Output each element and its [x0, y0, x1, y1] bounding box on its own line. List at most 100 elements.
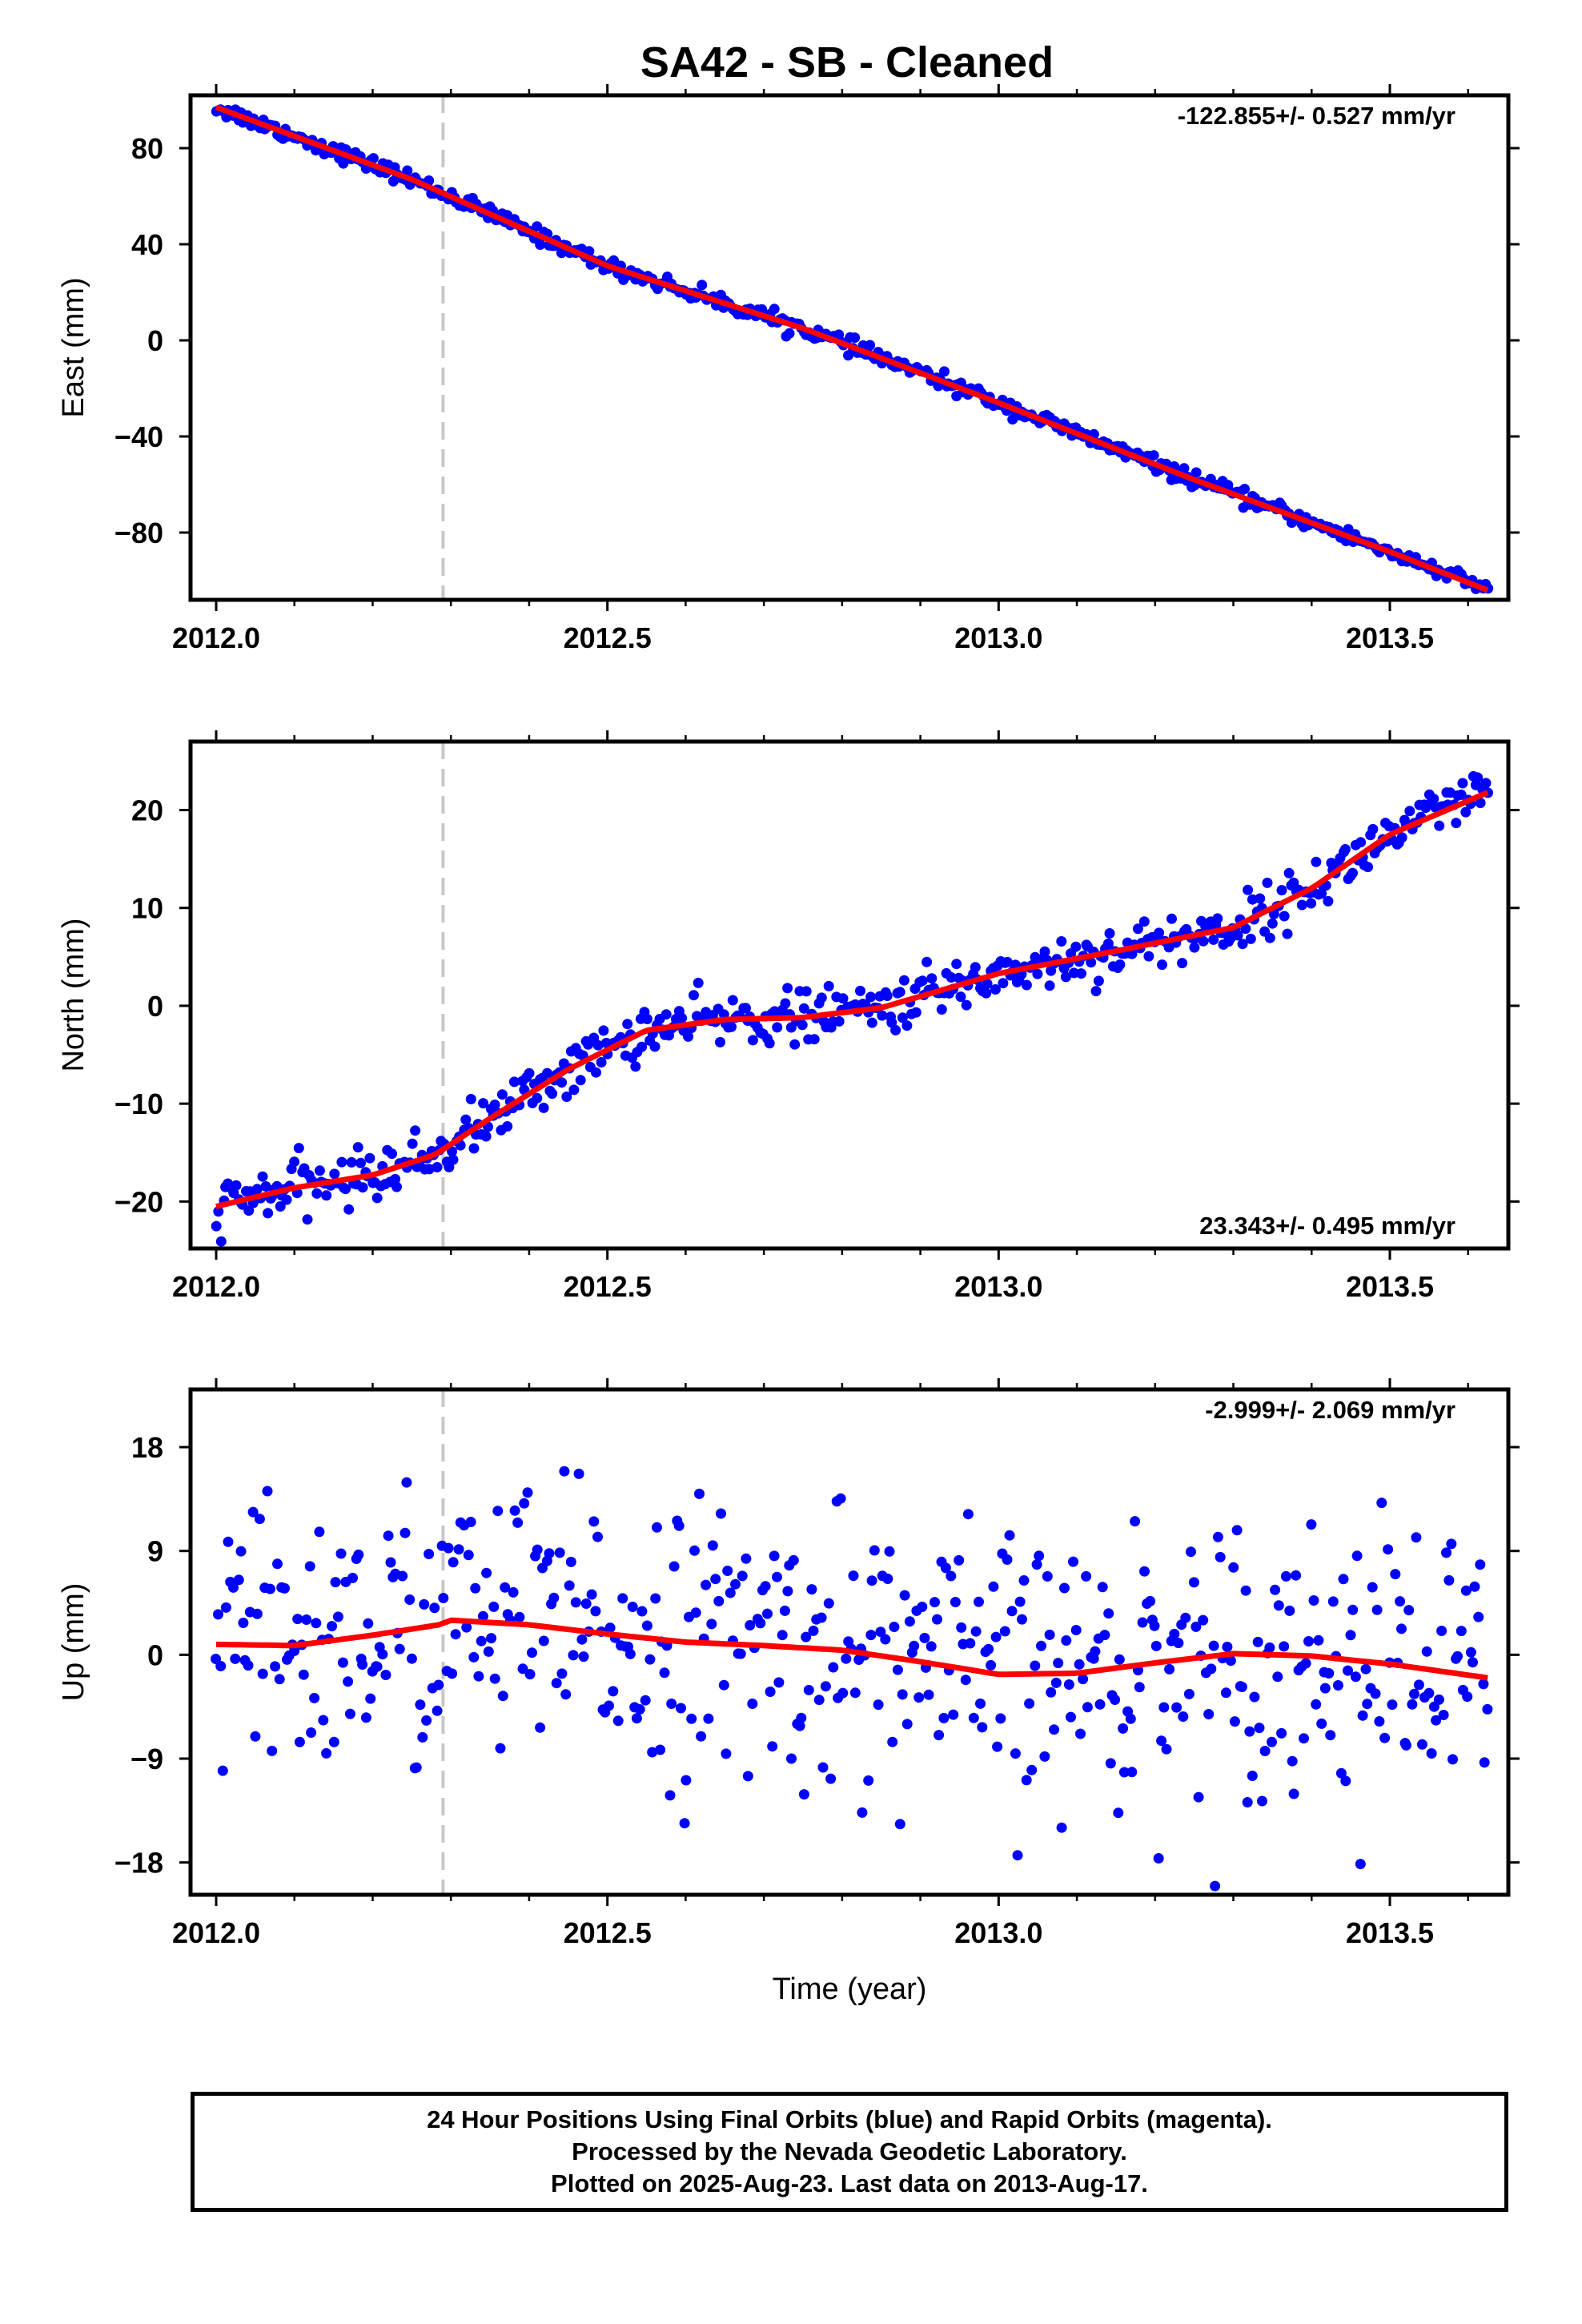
data-point [624, 1648, 636, 1659]
data-point [647, 1747, 658, 1758]
data-point [1291, 1570, 1302, 1581]
data-point [1225, 1655, 1236, 1667]
data-point [1171, 1702, 1182, 1713]
data-point [1021, 1775, 1032, 1786]
data-point [328, 1736, 339, 1747]
data-point [424, 1549, 435, 1559]
data-point [946, 1570, 957, 1582]
data-point [890, 1024, 901, 1035]
data-point [1273, 1600, 1284, 1611]
data-point [965, 1638, 976, 1649]
data-point [659, 1667, 670, 1679]
data-point [1006, 1606, 1018, 1617]
data-point [917, 1602, 928, 1612]
data-point [716, 1508, 726, 1519]
data-point [1311, 1699, 1322, 1710]
data-point [992, 1741, 1003, 1752]
data-point [608, 1686, 619, 1697]
data-point [1473, 1611, 1484, 1622]
data-point [554, 1547, 565, 1558]
data-point [517, 1663, 528, 1675]
data-point [257, 1668, 268, 1679]
data-point [706, 1618, 717, 1630]
data-point [223, 1536, 234, 1547]
data-point [463, 1550, 474, 1561]
data-point [337, 1657, 348, 1668]
data-point [877, 1010, 888, 1021]
data-point [693, 977, 704, 988]
y-tick-label: −20 [114, 1185, 163, 1218]
data-point [760, 1581, 771, 1592]
x-tick-label: 2012.0 [172, 621, 260, 654]
data-point [1363, 862, 1373, 873]
data-point [679, 1818, 690, 1829]
data-point [981, 987, 992, 999]
x-tick-label: 2012.5 [564, 1916, 652, 1949]
data-point [410, 1125, 421, 1136]
x-tick-label: 2012.5 [564, 621, 652, 654]
data-point [990, 1631, 1002, 1642]
data-point [311, 1188, 323, 1199]
data-point [1421, 1646, 1432, 1657]
data-point [919, 1632, 930, 1643]
data-point [604, 1700, 614, 1711]
data-point [892, 1664, 903, 1675]
data-point [432, 1705, 443, 1716]
data-point [1404, 806, 1415, 817]
data-point [394, 1643, 405, 1655]
data-point [1347, 1604, 1359, 1615]
data-point [741, 1003, 751, 1014]
data-point [311, 1618, 322, 1629]
data-point [1018, 1575, 1030, 1586]
data-point [524, 1669, 536, 1680]
data-point [1306, 1519, 1317, 1530]
y-tick-label: 0 [147, 1638, 163, 1671]
data-point [703, 1713, 714, 1724]
data-point [532, 1544, 543, 1555]
data-point [1264, 932, 1275, 943]
data-point [627, 1602, 638, 1612]
y-tick-label: 20 [131, 794, 163, 827]
data-point [542, 1068, 552, 1079]
data-point [1212, 913, 1223, 924]
data-point [1024, 1698, 1035, 1709]
data-point [982, 979, 993, 989]
data-point [397, 1570, 408, 1582]
data-point [1451, 818, 1462, 829]
data-point [1240, 1585, 1251, 1596]
data-point [948, 1709, 959, 1720]
data-point [1288, 1788, 1299, 1799]
data-point [1139, 1566, 1150, 1577]
data-point [1479, 1757, 1490, 1768]
data-point [1034, 1550, 1045, 1562]
data-point [321, 1190, 332, 1201]
data-point [661, 1009, 672, 1020]
data-point [535, 239, 546, 250]
data-point [1191, 1621, 1202, 1632]
data-point [391, 1181, 402, 1192]
data-point [293, 1143, 304, 1154]
data-point [809, 1034, 820, 1045]
x-tick-label: 2013.5 [1346, 621, 1434, 654]
data-point [1267, 1736, 1277, 1747]
data-point [1150, 1640, 1162, 1651]
data-point [630, 1061, 641, 1072]
data-point [1173, 1638, 1184, 1649]
data-point [1183, 1688, 1195, 1699]
data-point [1078, 1674, 1089, 1685]
data-point [390, 1173, 401, 1184]
data-point [447, 1668, 458, 1679]
data-point [894, 987, 905, 998]
data-point [857, 1807, 868, 1818]
data-point [782, 983, 793, 994]
data-point [1229, 1716, 1240, 1727]
data-point [1456, 1626, 1467, 1637]
data-point [1431, 1715, 1442, 1726]
data-point [1376, 1498, 1387, 1509]
data-point [1475, 1559, 1486, 1570]
data-point [1157, 959, 1167, 971]
y-tick-label: −80 [114, 517, 163, 549]
data-point [772, 1022, 783, 1033]
data-point [235, 1546, 247, 1557]
data-point [701, 1579, 712, 1590]
